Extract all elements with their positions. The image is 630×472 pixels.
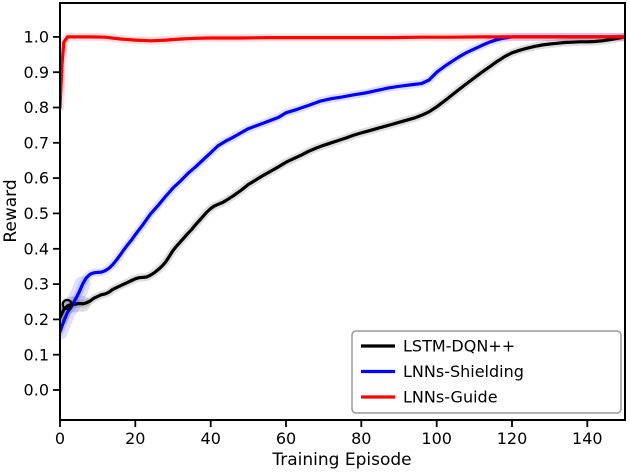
start-marker (61, 298, 73, 311)
series-line-lnns-guide (60, 35, 625, 110)
axes-spines (59, 2, 626, 421)
x-tick-label: 60 (276, 429, 296, 448)
y-tick-label: 0.6 (24, 169, 49, 188)
y-tick-label: 0.3 (24, 275, 49, 294)
y-tick-label: 0.0 (24, 381, 49, 400)
x-tick-label: 100 (421, 429, 452, 448)
y-axis-label: Reward (1, 179, 21, 242)
y-tick-label: 0.9 (24, 63, 49, 82)
series-band-lstm-dqn++ (60, 32, 625, 322)
y-tick-label: 0.4 (24, 239, 49, 258)
x-tick-label: 40 (201, 429, 221, 448)
legend: LSTM-DQN++ LNNs-Shielding LNNs-Guide (351, 330, 622, 414)
x-tick-label: 80 (351, 429, 371, 448)
y-tick-label: 1.0 (24, 28, 49, 47)
y-tick-label: 0.8 (24, 98, 49, 117)
series-band-lnns-shielding (60, 32, 625, 336)
x-tick-label: 120 (497, 429, 528, 448)
data-point-marker (61, 298, 73, 311)
y-tick-label: 0.2 (24, 310, 49, 329)
x-tick-label: 20 (125, 429, 145, 448)
x-tick-label: 140 (572, 429, 603, 448)
x-axis-label: Training Episode (271, 450, 411, 470)
y-tick-label: 0.7 (24, 133, 49, 152)
legend-label: LNNs-Guide (403, 388, 498, 407)
legend-label: LSTM-DQN++ (403, 337, 515, 356)
series-line-lstm-dqn++ (60, 35, 625, 320)
y-tick-label: 0.5 (24, 204, 49, 223)
legend-box (351, 330, 622, 414)
legend-label: LNNs-Shielding (403, 362, 524, 381)
y-tick-label: 0.1 (24, 345, 49, 364)
x-tick-label: 0 (55, 429, 65, 448)
series-line-lnns-shielding (60, 35, 625, 334)
x-axis-ticks: 0 20 40 60 80 100 120 140 (55, 420, 603, 448)
series-lines (60, 35, 625, 334)
confidence-bands (60, 32, 625, 340)
y-axis-ticks: 0.0 0.1 0.2 0.3 0.4 0.5 0.6 0.7 0.8 0.9 1.0 (24, 28, 60, 400)
